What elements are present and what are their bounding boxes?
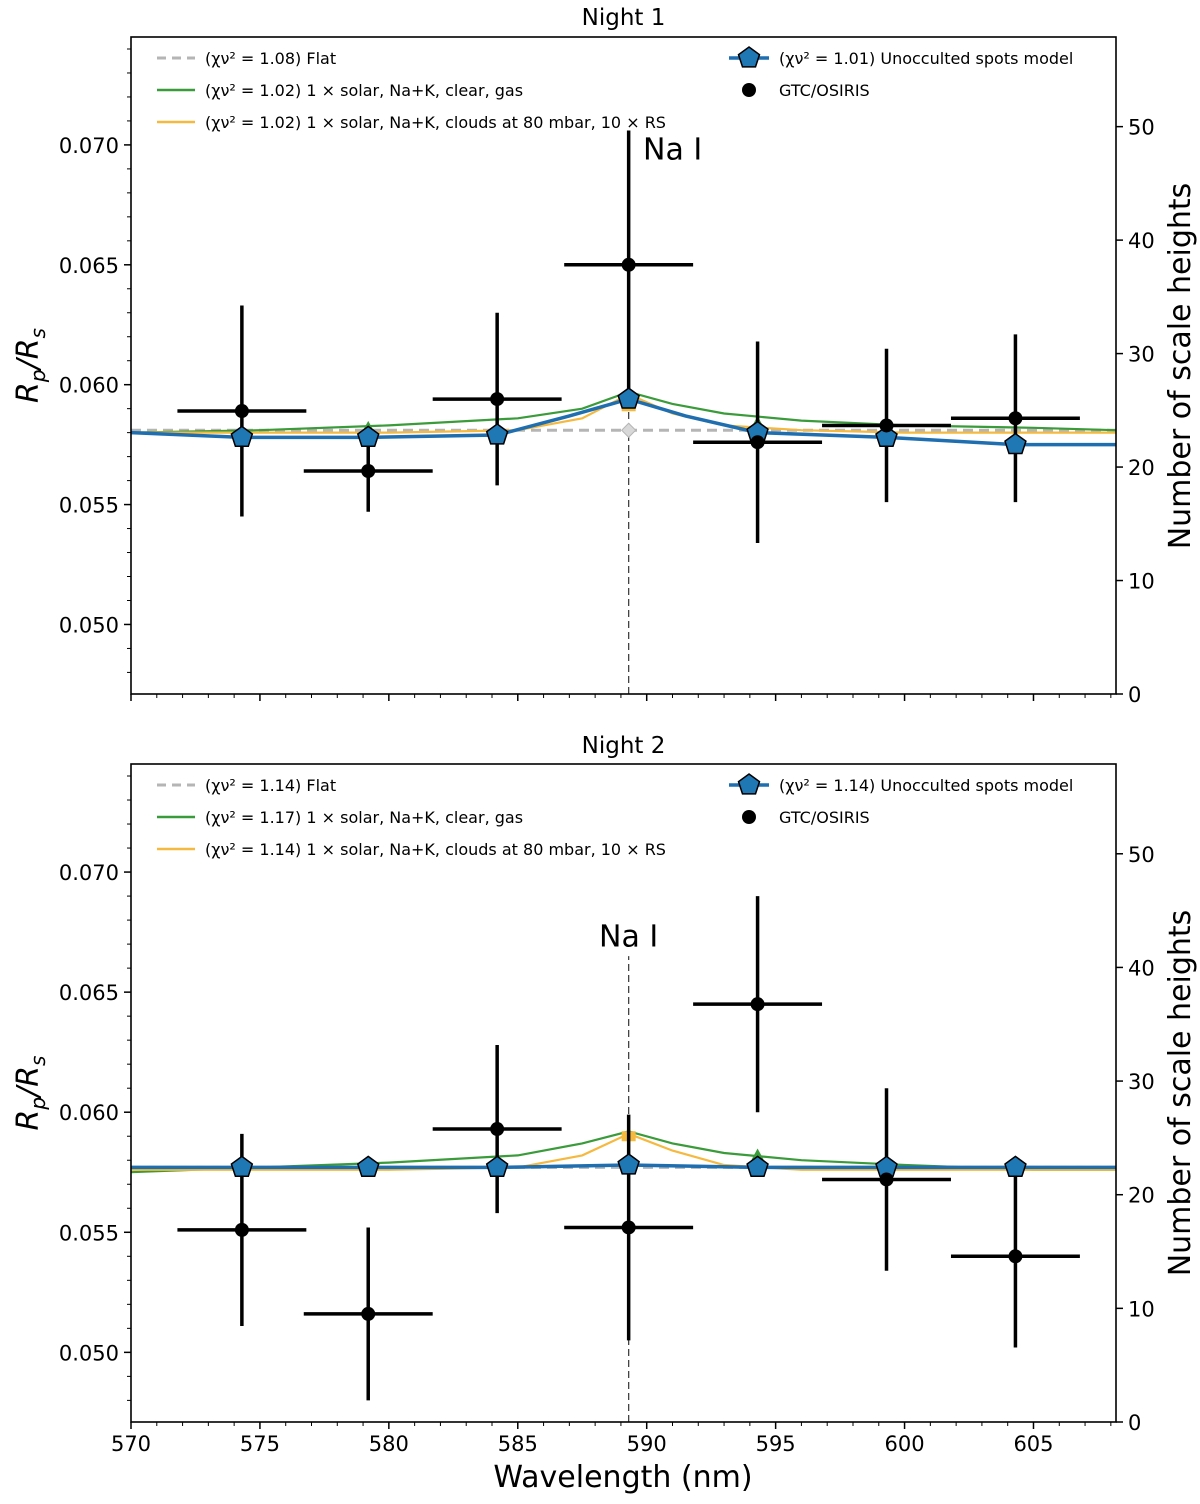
y2-tick-label: 40 bbox=[1128, 229, 1155, 253]
spots-marker bbox=[356, 425, 380, 448]
clear-marker bbox=[751, 1148, 764, 1160]
y2-tick-label: 40 bbox=[1128, 956, 1155, 980]
x-tick-label: 600 bbox=[885, 1432, 925, 1456]
legend-label-clouds: (χν² = 1.02) 1 × solar, Na+K, clouds at … bbox=[205, 113, 666, 132]
legend-label-flat: (χν² = 1.08) Flat bbox=[205, 49, 336, 68]
plot-area bbox=[131, 896, 1116, 1401]
legend-label-data: GTC/OSIRIS bbox=[779, 81, 870, 100]
y-tick-label: 0.055 bbox=[59, 494, 119, 518]
plot-area bbox=[131, 130, 1116, 543]
chart-title: Night 1 bbox=[582, 5, 666, 31]
data-point bbox=[621, 257, 636, 272]
y2-tick-label: 10 bbox=[1128, 1297, 1155, 1321]
right-axis-label-night-1: Number of scale heights bbox=[1163, 183, 1198, 550]
data-point bbox=[361, 1306, 376, 1321]
spots-marker bbox=[230, 1155, 254, 1178]
y2-tick-label: 0 bbox=[1128, 1411, 1141, 1435]
spots-marker bbox=[617, 1153, 640, 1175]
x-axis-label: Wavelength (nm) bbox=[493, 1460, 752, 1495]
spots-marker bbox=[875, 425, 898, 448]
axes-frame bbox=[130, 36, 1117, 695]
legend-label-spots: (χν² = 1.14) Unocculted spots model bbox=[779, 776, 1073, 795]
data-point bbox=[234, 1222, 249, 1237]
data-point bbox=[1008, 1249, 1023, 1264]
x-tick-label: 570 bbox=[111, 1432, 151, 1456]
legend-swatch-data bbox=[742, 810, 756, 824]
data-point bbox=[750, 997, 765, 1012]
legend-label-flat: (χν² = 1.14) Flat bbox=[205, 776, 336, 795]
legend-label-clear: (χν² = 1.02) 1 × solar, Na+K, clear, gas bbox=[205, 81, 523, 100]
y-tick-label: 0.055 bbox=[59, 1221, 119, 1245]
data-point bbox=[490, 392, 505, 407]
data-point bbox=[490, 1122, 505, 1137]
y2-tick-label: 20 bbox=[1128, 456, 1155, 480]
x-tick-label: 595 bbox=[756, 1432, 796, 1456]
x-tick-label: 585 bbox=[498, 1432, 538, 1456]
y-tick-label: 0.060 bbox=[59, 1101, 119, 1125]
data-point bbox=[621, 1220, 636, 1235]
y-axis-label: Rp/Rs bbox=[11, 1056, 50, 1131]
panel-night-2: Night 2 Rp/Rs 0.050 0.055 0.060 0.065 0.070 0 10… bbox=[11, 733, 1155, 1456]
spots-marker bbox=[1004, 1155, 1027, 1178]
legend-label-spots: (χν² = 1.01) Unocculted spots model bbox=[779, 49, 1073, 68]
x-tick-label: 590 bbox=[627, 1432, 667, 1456]
panel-night-1: Night 1 Rp/Rs 0.050 0.055 0.060 0.065 0.070 0 10… bbox=[11, 5, 1155, 707]
y-tick-label: 0.050 bbox=[59, 613, 119, 637]
data-point bbox=[750, 435, 765, 450]
y-tick-label: 0.070 bbox=[59, 134, 119, 158]
legend-label-data: GTC/OSIRIS bbox=[779, 808, 870, 827]
right-axis-label-night-2: Number of scale heights bbox=[1163, 910, 1198, 1277]
spots-marker bbox=[485, 1155, 509, 1178]
y2-tick-label: 30 bbox=[1128, 343, 1155, 367]
legend-label-clouds: (χν² = 1.14) 1 × solar, Na+K, clouds at … bbox=[205, 840, 666, 859]
y-tick-label: 0.065 bbox=[59, 254, 119, 278]
legend-swatch-spots-marker bbox=[737, 46, 761, 68]
spots-marker bbox=[617, 387, 640, 409]
y2-tick-label: 30 bbox=[1128, 1070, 1155, 1094]
x-tick-label: 575 bbox=[240, 1432, 280, 1456]
spots-marker bbox=[485, 423, 509, 445]
y2-tick-label: 0 bbox=[1128, 683, 1141, 707]
y-tick-label: 0.050 bbox=[59, 1341, 119, 1365]
axes-frame bbox=[130, 763, 1117, 1423]
annotation-na-i: Na I bbox=[599, 920, 658, 955]
data-point bbox=[879, 1172, 894, 1187]
flat-marker bbox=[620, 422, 637, 438]
y2-tick-label: 20 bbox=[1128, 1184, 1155, 1208]
legend-swatch-data bbox=[742, 83, 756, 97]
annotation-na-i: Na I bbox=[643, 132, 702, 167]
spots-marker bbox=[746, 1155, 769, 1178]
y-tick-label: 0.060 bbox=[59, 374, 119, 398]
data-point bbox=[879, 418, 894, 433]
chart-title: Night 2 bbox=[582, 733, 666, 759]
y2-tick-label: 10 bbox=[1128, 570, 1155, 594]
spots-marker bbox=[230, 425, 254, 448]
y-tick-label: 0.070 bbox=[59, 861, 119, 885]
spots-marker bbox=[1004, 432, 1027, 455]
spots-marker bbox=[356, 1155, 380, 1178]
data-point bbox=[361, 464, 376, 479]
data-point bbox=[1008, 411, 1023, 426]
legend-swatch-spots-marker bbox=[737, 773, 761, 795]
x-tick-label: 580 bbox=[369, 1432, 409, 1456]
y2-tick-label: 50 bbox=[1128, 843, 1155, 867]
x-tick-label: 605 bbox=[1013, 1432, 1053, 1456]
y-axis-label: Rp/Rs bbox=[11, 328, 50, 403]
legend-label-clear: (χν² = 1.17) 1 × solar, Na+K, clear, gas bbox=[205, 808, 523, 827]
y2-tick-label: 50 bbox=[1128, 116, 1155, 140]
data-point bbox=[234, 404, 249, 419]
y-tick-label: 0.065 bbox=[59, 981, 119, 1005]
